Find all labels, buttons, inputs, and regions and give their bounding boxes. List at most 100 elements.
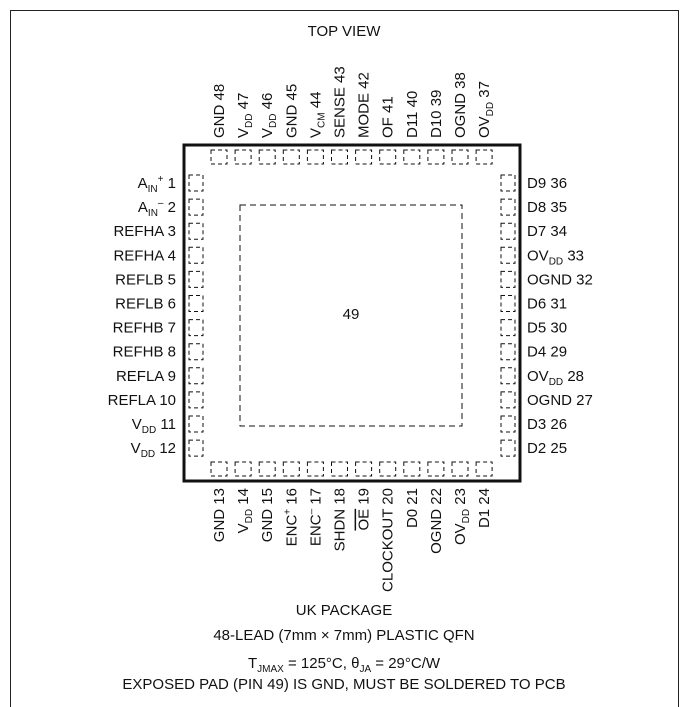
exposed-pad-note: EXPOSED PAD (PIN 49) IS GND, MUST BE SOL… <box>122 676 565 693</box>
pin-pad-31 <box>500 295 516 312</box>
pin-pad-21 <box>403 461 421 477</box>
pin-number: 48 <box>211 84 228 101</box>
pin-label-8: REFHB 8 <box>113 344 176 361</box>
pin-number: 17 <box>307 488 324 505</box>
pin-name: OGND <box>527 392 572 409</box>
pin-number: 36 <box>550 175 567 192</box>
pin-label-3: REFHA 3 <box>113 223 176 240</box>
pin-name: REFHA <box>113 247 164 264</box>
pin-label-23: OVDD 23 <box>452 488 472 545</box>
pin-name: OV <box>452 523 469 545</box>
pin-label-38: OGND 38 <box>452 72 469 138</box>
tjmax-value: = 125°C, θ <box>284 655 360 672</box>
pin-pad-22 <box>427 461 445 477</box>
pin-pad-1 <box>188 174 204 192</box>
pin-name: V <box>132 416 142 433</box>
theta-value: = 29°C/W <box>371 655 441 672</box>
pin-label-9: REFLA 9 <box>116 368 176 385</box>
pin-name: OGND <box>527 271 572 288</box>
pin-label-4: REFHA 4 <box>113 247 176 264</box>
pin-name: D8 <box>527 199 546 216</box>
pin-name: D5 <box>527 320 546 337</box>
pin-name: OV <box>476 116 493 138</box>
pin-pad-35 <box>500 198 516 216</box>
pin-pad-10 <box>188 391 204 409</box>
pin-label-6: REFLB 6 <box>115 296 176 313</box>
pin-subscript: DD <box>549 377 563 388</box>
pin-number: 39 <box>428 90 445 107</box>
pin-label-45: GND 45 <box>283 84 300 138</box>
pin-label-1: AIN+ 1 <box>138 174 176 195</box>
pin-pad-44 <box>306 149 324 165</box>
pin-number: 40 <box>404 91 421 108</box>
pin-pad-23 <box>451 461 469 477</box>
pin-superscript: – <box>306 508 317 514</box>
pin-pad-32 <box>500 270 516 288</box>
pin-subscript: DD <box>244 114 255 128</box>
pin-label-25: D2 25 <box>527 440 567 457</box>
pin-label-47: VDD 47 <box>235 93 255 138</box>
pin-name: REFHB <box>113 344 164 361</box>
package-name: UK PACKAGE <box>296 602 392 619</box>
pin-pad-4 <box>188 246 204 264</box>
pin-label-36: D9 36 <box>527 175 567 192</box>
pin-pad-5 <box>188 270 204 288</box>
pin-label-41: OF 41 <box>380 96 397 138</box>
pin-subscript: DD <box>549 256 563 267</box>
pin-label-12: VDD 12 <box>131 440 176 460</box>
pin-number: 29 <box>550 344 567 361</box>
pin-pad-33 <box>500 246 516 264</box>
pin-name: D1 <box>476 509 493 528</box>
pin-label-28: OVDD 28 <box>527 368 584 388</box>
pin-number: 2 <box>168 199 176 216</box>
pin-number: 44 <box>307 92 324 109</box>
pin-label-29: D4 29 <box>527 344 567 361</box>
pin-number: 35 <box>550 199 567 216</box>
pin-pad-7 <box>188 319 204 337</box>
pin-name: REFHB <box>113 320 164 337</box>
pin-name: GND <box>211 105 228 139</box>
pin-name: SHDN <box>332 509 349 552</box>
pin-pad-25 <box>500 439 516 457</box>
pin-number: 12 <box>159 440 176 457</box>
pin-number: 37 <box>476 81 493 98</box>
package-body <box>182 143 522 483</box>
pin-name: OV <box>527 368 549 385</box>
pin-number: 26 <box>550 416 567 433</box>
pin-number: 16 <box>283 488 300 505</box>
pin-subscript: DD <box>142 425 156 436</box>
pin-label-15: GND 15 <box>259 488 276 542</box>
pin-superscript: – <box>158 198 164 209</box>
pin-number: 22 <box>428 488 445 505</box>
pin-label-11: VDD 11 <box>132 416 176 436</box>
pin-subscript: DD <box>244 509 255 523</box>
pin-pad-11 <box>188 415 204 433</box>
pin-number: 3 <box>168 223 176 240</box>
pin-subscript: DD <box>485 102 496 116</box>
pin-pad-47 <box>234 149 252 165</box>
pin-subscript: IN <box>148 208 158 219</box>
pin-subscript: DD <box>268 114 279 128</box>
pin-name: REFLA <box>108 392 156 409</box>
pin-pad-19 <box>355 461 373 477</box>
pin-subscript: DD <box>141 449 155 460</box>
pin-label-24: D1 24 <box>476 488 493 528</box>
pin-pad-14 <box>234 461 252 477</box>
top-pads <box>210 149 493 165</box>
pin-name: A <box>138 199 148 216</box>
pin-subscript: CM <box>316 112 327 128</box>
pin-name: GND <box>259 509 276 543</box>
pin-name: D2 <box>527 440 546 457</box>
pin-label-37: OVDD 37 <box>476 81 496 138</box>
pin-name: MODE <box>356 93 373 138</box>
pin-name: REFHA <box>113 223 164 240</box>
pin-subscript: IN <box>148 184 158 195</box>
exposed-pad <box>239 204 463 427</box>
pin-pad-28 <box>500 367 516 385</box>
pin-pad-18 <box>331 461 348 477</box>
pin-name: V <box>235 128 252 138</box>
